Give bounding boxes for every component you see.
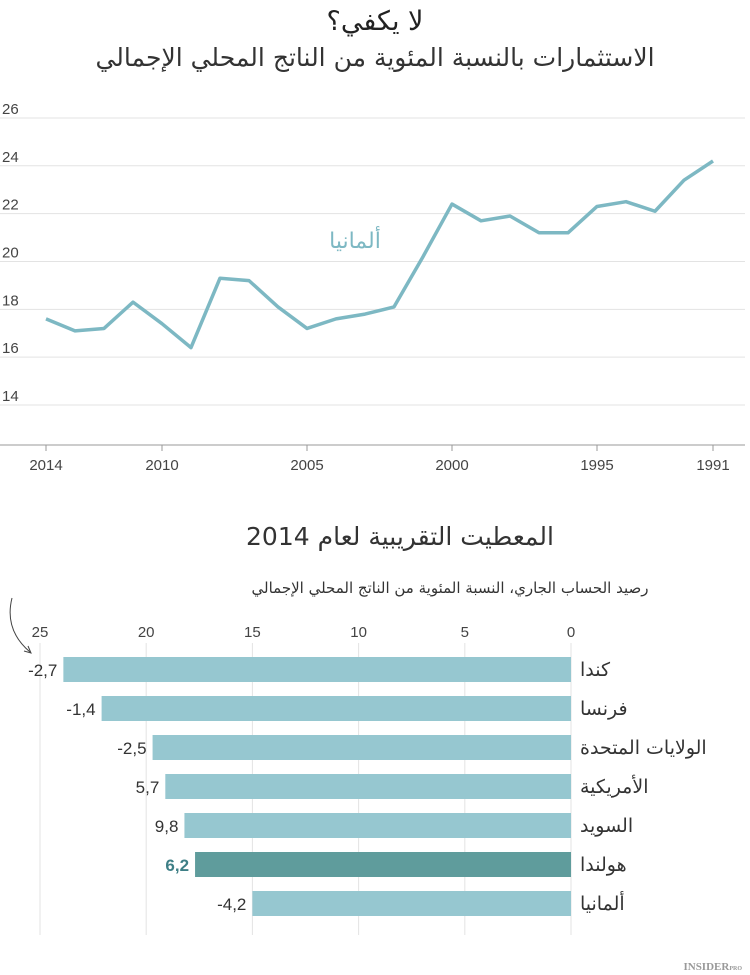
x-tick-label: 2000 [435,457,468,474]
bar [195,852,571,877]
category-label: هولندا [580,854,627,876]
arrow-head [23,645,32,654]
bar-chart-title: المعطيت التقريبية لعام 2014 [246,522,554,551]
x-tick-label: 2005 [290,457,323,474]
y-tick-label: 22 [2,197,19,214]
x-tick-label: 15 [244,624,261,641]
category-label: الولايات المتحدة [580,737,707,759]
bar [152,735,571,760]
category-label: الأمريكية [580,775,648,798]
bar-value-label: 6,2 [165,856,189,875]
bar-value-label: -2,5 [117,739,146,758]
chart-subtitle: الاستثمارات بالنسبة المئوية من الناتج ال… [95,43,654,73]
y-tick-label: 26 [2,101,19,118]
category-label: فرنسا [580,698,628,720]
bar [184,813,571,838]
category-label: ألمانيا [580,891,625,915]
x-tick-label: 1995 [580,457,613,474]
x-tick-label: 5 [461,624,469,641]
logo: INSIDERPRO [683,961,742,973]
x-tick-label: 2010 [145,457,178,474]
bar-value-label: -4,2 [217,895,246,914]
bar [165,774,572,799]
series-label: ألمانيا [329,226,381,254]
chart-title: لا يكفي؟ [327,6,424,37]
x-tick-label: 25 [32,624,49,641]
bar [252,891,571,916]
x-tick-label: 0 [567,624,575,641]
series-line [45,159,714,350]
y-tick-label: 16 [2,340,19,357]
bar-value-label: -1,4 [66,700,95,719]
x-tick-label: 1991 [696,457,729,474]
x-axis-title: رصيد الحساب الجاري، النسبة المئوية من ال… [252,579,649,598]
y-tick-label: 24 [2,149,19,166]
y-tick-label: 18 [2,292,19,309]
category-label: السويد [580,815,633,837]
bar [101,696,571,721]
bar-value-label: 5,7 [136,778,160,797]
annotation-arrow [9,597,31,653]
bar [63,657,571,682]
y-tick-label: 14 [2,388,19,405]
y-tick-label: 20 [2,244,19,261]
x-tick-label: 20 [138,624,155,641]
bar-value-label: -2,7 [28,661,57,680]
bar-value-label: 9,8 [155,817,179,836]
category-label: كندا [580,659,611,681]
x-tick-label: 10 [350,624,367,641]
x-tick-label: 2014 [29,457,62,474]
